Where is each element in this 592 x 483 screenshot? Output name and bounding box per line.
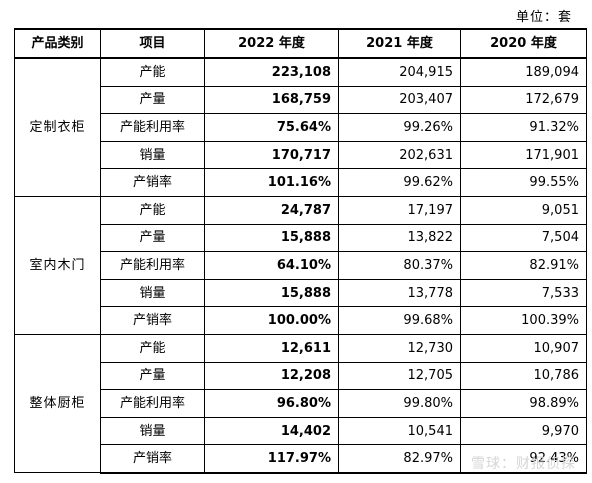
item-cell: 产量	[100, 85, 205, 115]
value-2021-cell: 12,705	[338, 361, 461, 391]
value-2021-cell: 202,631	[338, 140, 461, 170]
value-2021-cell: 204,915	[338, 57, 461, 87]
value-2021-cell: 203,407	[338, 85, 461, 115]
value-2022-cell: 100.00%	[204, 306, 339, 335]
value-2021-cell: 10,541	[338, 416, 461, 446]
item-cell: 销量	[100, 278, 205, 308]
value-2022-cell: 117.97%	[204, 444, 339, 474]
value-2020-cell: 10,907	[460, 333, 587, 363]
value-2021-cell: 13,822	[338, 223, 461, 253]
value-2020-cell: 172,679	[460, 85, 587, 115]
value-2021-cell: 99.80%	[338, 389, 461, 418]
header-row: 产品类别 项目 2022 年度 2021 年度 2020 年度	[14, 28, 587, 59]
watermark: 雪球：财报侦探	[471, 456, 576, 472]
value-2022-cell: 64.10%	[204, 251, 339, 280]
item-cell: 产能利用率	[100, 251, 205, 280]
category-cell: 室内木门	[14, 195, 101, 335]
category-cell: 定制衣柜	[14, 57, 101, 197]
item-cell: 产量	[100, 223, 205, 253]
value-2021-cell: 17,197	[338, 195, 461, 225]
table-row: 销量 14,402 10,541 9,970	[15, 416, 587, 446]
value-2022-cell: 12,611	[204, 333, 339, 363]
header-item: 项目	[100, 28, 205, 59]
item-cell: 产能	[100, 333, 205, 363]
header-2020: 2020 年度	[460, 28, 587, 59]
category-cell: 整体厨柜	[14, 333, 101, 474]
value-2020-cell: 10,786	[460, 361, 587, 391]
item-cell: 销量	[100, 416, 205, 446]
value-2020-cell: 99.55%	[460, 168, 587, 197]
table-row: 产能利用率 96.80% 99.80% 98.89%	[15, 389, 587, 418]
value-2020-cell: 9,051	[460, 195, 587, 225]
table-row: 销量 15,888 13,778 7,533	[15, 278, 587, 308]
value-2020-cell: 189,094	[460, 57, 587, 87]
header-2021: 2021 年度	[338, 28, 461, 59]
table-row: 整体厨柜 产能 12,611 12,730 10,907	[14, 333, 587, 474]
value-2020-cell: 92.43%	[460, 444, 587, 474]
value-2021-cell: 99.62%	[338, 168, 461, 197]
table-row: 产能利用率 75.64% 99.26% 91.32%	[15, 113, 587, 142]
header-2022: 2022 年度	[204, 28, 339, 59]
item-cell: 产销率	[100, 306, 205, 335]
item-cell: 产销率	[100, 168, 205, 197]
value-2020-cell: 9,970	[460, 416, 587, 446]
value-2021-cell: 99.26%	[338, 113, 461, 142]
capacity-table: 产品类别 项目 2022 年度 2021 年度 2020 年度 定制衣柜 产能 22…	[14, 28, 587, 474]
table-row: 产销率 101.16% 99.62% 99.55%	[15, 168, 587, 197]
value-2022-cell: 168,759	[204, 85, 339, 115]
item-cell: 产量	[100, 361, 205, 391]
table-row: 产销率 117.97% 82.97% 92.43%	[15, 444, 587, 474]
table-body: 定制衣柜 产能 223,108 204,915 189,094 产量 168,759 203,…	[14, 57, 587, 474]
item-cell: 产销率	[100, 444, 205, 474]
value-2022-cell: 15,888	[204, 223, 339, 253]
value-2022-cell: 96.80%	[204, 389, 339, 418]
value-2020-cell: 91.32%	[460, 113, 587, 142]
value-2020-cell: 82.91%	[460, 251, 587, 280]
table-row: 产销率 100.00% 99.68% 100.39%	[15, 306, 587, 335]
value-2020-cell: 98.89%	[460, 389, 587, 418]
value-2020-cell: 7,504	[460, 223, 587, 253]
value-2022-cell: 15,888	[204, 278, 339, 308]
value-2021-cell: 80.37%	[338, 251, 461, 280]
table-row: 定制衣柜 产能 223,108 204,915 189,094	[14, 57, 587, 197]
item-cell: 销量	[100, 140, 205, 170]
table-row: 产量 12,208 12,705 10,786	[15, 361, 587, 391]
value-2022-cell: 170,717	[204, 140, 339, 170]
value-2021-cell: 13,778	[338, 278, 461, 308]
header-category: 产品类别	[14, 28, 101, 59]
value-2022-cell: 24,787	[204, 195, 339, 225]
value-2022-cell: 12,208	[204, 361, 339, 391]
value-2020-cell: 7,533	[460, 278, 587, 308]
value-2021-cell: 82.97%	[338, 444, 461, 474]
table-row: 产能利用率 64.10% 80.37% 82.91%	[15, 251, 587, 280]
value-2020-cell: 171,901	[460, 140, 587, 170]
value-2021-cell: 99.68%	[338, 306, 461, 335]
table-row: 销量 170,717 202,631 171,901	[15, 140, 587, 170]
value-2022-cell: 101.16%	[204, 168, 339, 197]
item-cell: 产能	[100, 195, 205, 225]
value-2021-cell: 12,730	[338, 333, 461, 363]
value-2022-cell: 14,402	[204, 416, 339, 446]
unit-label: 单位：套	[515, 10, 572, 25]
value-2022-cell: 75.64%	[204, 113, 339, 142]
item-cell: 产能利用率	[100, 113, 205, 142]
table-row: 室内木门 产能 24,787 17,197 9,051	[14, 195, 587, 335]
item-cell: 产能	[100, 57, 205, 87]
value-2022-cell: 223,108	[204, 57, 339, 87]
value-2020-cell: 100.39%	[460, 306, 587, 335]
table-row: 产量 168,759 203,407 172,679	[15, 85, 587, 115]
table-row: 产量 15,888 13,822 7,504	[15, 223, 587, 253]
item-cell: 产能利用率	[100, 389, 205, 418]
